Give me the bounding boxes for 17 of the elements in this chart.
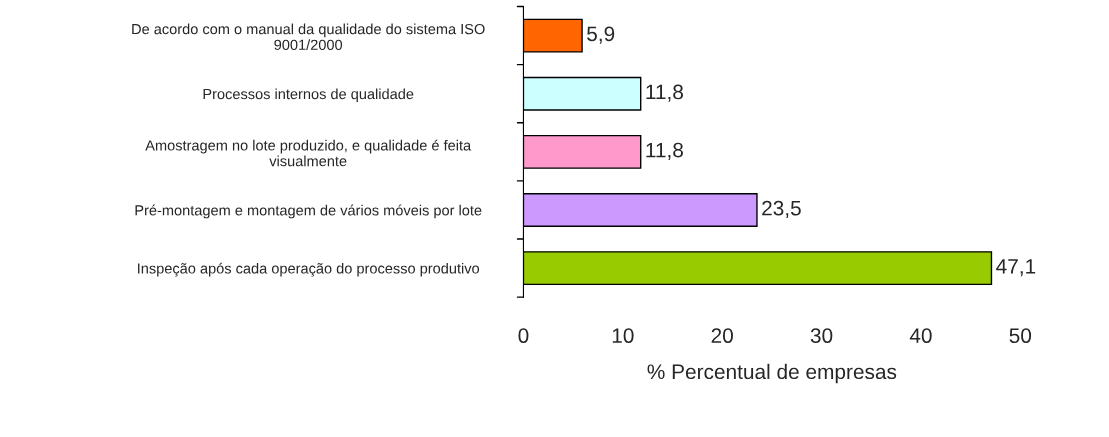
data-label: 5,9: [587, 26, 615, 44]
y-tick-label: De acordo com o manual da qualidade do sistema ISO 9001/2000: [132, 23, 485, 50]
x-tick-label: 0: [518, 328, 529, 344]
y-tick-label: Amostragem no lote produzido, e qualidade é feita visualmente: [145, 139, 472, 167]
x-tick-label: 10: [612, 328, 634, 344]
data-label: 11,8: [646, 84, 683, 102]
y-tick-label: Pré-montagem e montagem de vários móveis por lote: [135, 204, 482, 219]
x-tick-label: 30: [810, 328, 833, 344]
x-tick-label: 50: [1009, 328, 1032, 344]
data-label: 23,5: [762, 200, 801, 219]
data-label: 47,1: [996, 259, 1036, 277]
x-tick-label: 20: [711, 328, 733, 344]
data-label: 11,8: [646, 142, 683, 160]
y-tick-label: Processos internos de qualidade: [203, 88, 414, 103]
x-tick-label: 40: [909, 328, 932, 344]
x-axis-title: % Percentual de empresas: [647, 363, 897, 384]
y-tick-label: Inspeção após cada operação do processo produtivo: [138, 262, 480, 277]
